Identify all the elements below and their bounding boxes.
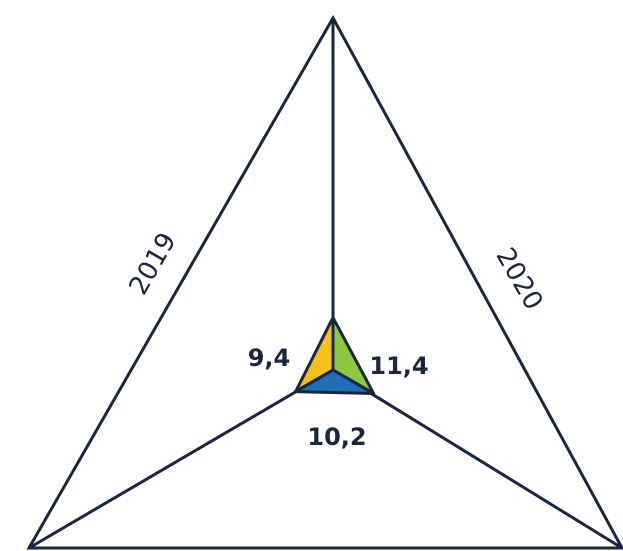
axis-label-2019: 2019 — [124, 228, 183, 300]
value-label-bottom: 10,2 — [307, 423, 366, 451]
value-slices — [294, 316, 376, 395]
value-label-2020: 11,4 — [369, 352, 428, 380]
spoke-right — [332, 368, 623, 550]
slice-bottom — [294, 368, 376, 395]
axis-label-2020: 2020 — [489, 243, 548, 315]
outer-triangle — [26, 14, 623, 550]
spoke-left — [28, 368, 334, 550]
value-label-2019: 9,4 — [248, 344, 291, 372]
